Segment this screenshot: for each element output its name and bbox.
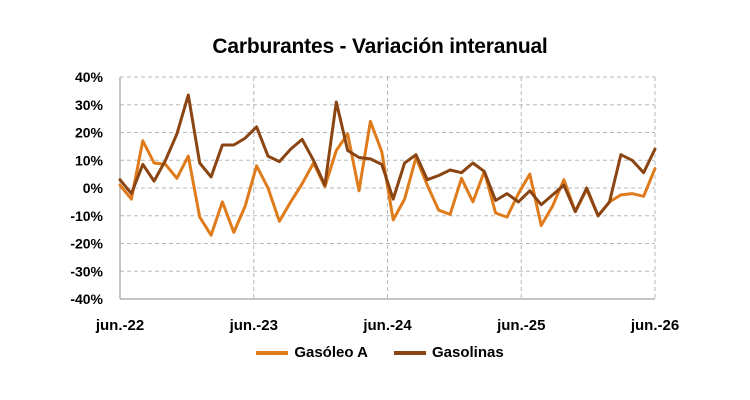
series-lines [118,93,657,237]
legend-label-gasoleo: Gasóleo A [294,344,368,361]
legend: Gasóleo A Gasolinas [0,344,750,361]
axes [119,77,655,300]
y-tick-label: 10% [75,152,104,168]
x-tick-label: jun.-23 [229,317,278,334]
x-tick-label: jun.-25 [496,317,545,334]
x-tick-label: jun.-22 [95,317,144,334]
y-tick-label: -10% [70,208,103,224]
y-tick-label: -40% [70,291,103,307]
gridlines [120,76,656,299]
series-line-1 [118,93,657,218]
y-tick-label: 30% [75,97,104,113]
y-tick-label: -20% [70,236,103,252]
legend-item-gasoleo: Gasóleo A [256,344,368,361]
y-tick-label: 20% [75,125,104,141]
tick-labels: -40% -30% -20% -10% 0% 10% 20% 30% 40% jun.-22 jun… [70,69,679,334]
chart-title: Carburantes - Variación interanual [212,35,548,58]
legend-swatch-gasolinas [393,350,426,355]
legend-swatch-gasoleo [256,350,289,355]
legend-label-gasolinas: Gasolinas [431,344,504,361]
y-tick-label: 40% [75,69,104,85]
y-tick-label: -30% [70,263,103,279]
y-tick-label: 0% [83,180,104,196]
x-tick-label: jun.-24 [362,317,412,334]
legend-item-gasolinas: Gasolinas [393,344,504,361]
x-tick-label: jun.-26 [630,317,679,334]
